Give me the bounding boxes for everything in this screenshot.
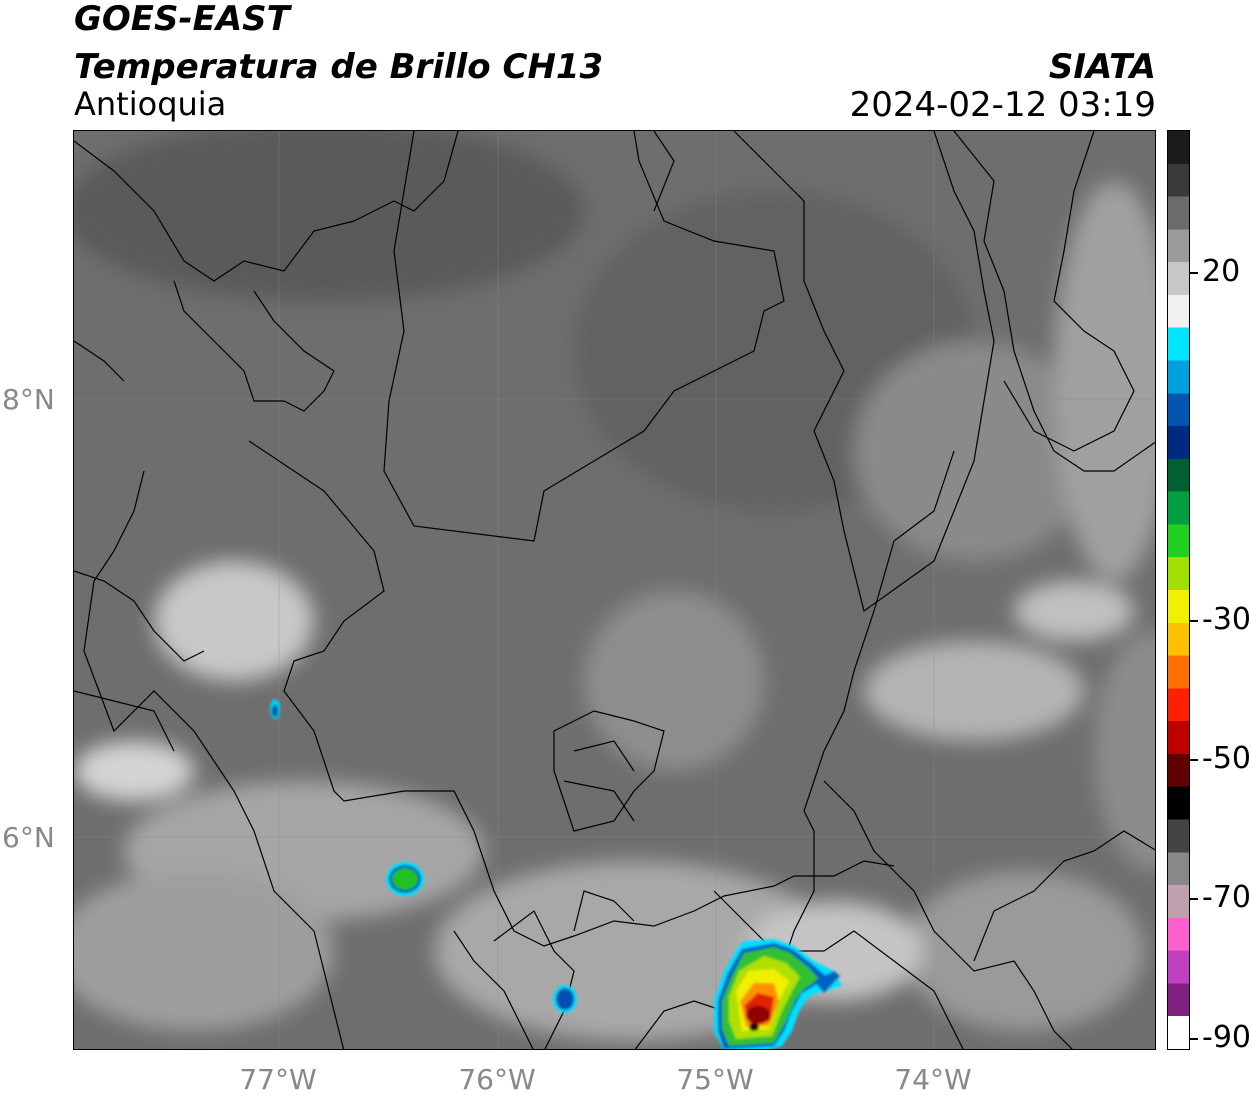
satellite-map[interactable] — [73, 130, 1156, 1050]
title-satellite: GOES-EAST — [74, 0, 290, 39]
colorbar-tick — [1190, 1038, 1198, 1040]
longitude-label-74w: 74°W — [894, 1063, 972, 1096]
colorbar-label-20: 20 — [1202, 254, 1241, 289]
colorbar-label-minus90: -90 — [1202, 1020, 1251, 1055]
longitude-label-77w: 77°W — [239, 1063, 317, 1096]
latitude-label-6n: 6°N — [2, 821, 55, 854]
boundaries — [74, 131, 1155, 1049]
longitude-label-76w: 76°W — [458, 1063, 536, 1096]
colorbar-label-minus70: -70 — [1202, 880, 1251, 915]
colorbar — [1167, 130, 1190, 1050]
timestamp-label: 2024-02-12 03:19 — [849, 85, 1156, 125]
subtitle-region: Antioquia — [74, 85, 227, 123]
colorbar-tick — [1190, 898, 1198, 900]
organization-label: SIATA — [1048, 47, 1156, 87]
longitude-label-75w: 75°W — [676, 1063, 754, 1096]
title-product: Temperatura de Brillo CH13 — [74, 47, 604, 87]
map-canvas — [74, 131, 1155, 1049]
colorbar-tick — [1190, 759, 1198, 761]
convective-cells — [270, 699, 842, 1049]
storm-cell-main — [714, 939, 842, 1049]
colorbar-label-minus30: -30 — [1202, 602, 1251, 637]
colorbar-label-minus50: -50 — [1202, 741, 1251, 776]
latitude-label-8n: 8°N — [2, 383, 55, 416]
graticule — [74, 131, 1155, 1049]
colorbar-tick — [1190, 620, 1198, 622]
colorbar-tick — [1190, 272, 1198, 274]
